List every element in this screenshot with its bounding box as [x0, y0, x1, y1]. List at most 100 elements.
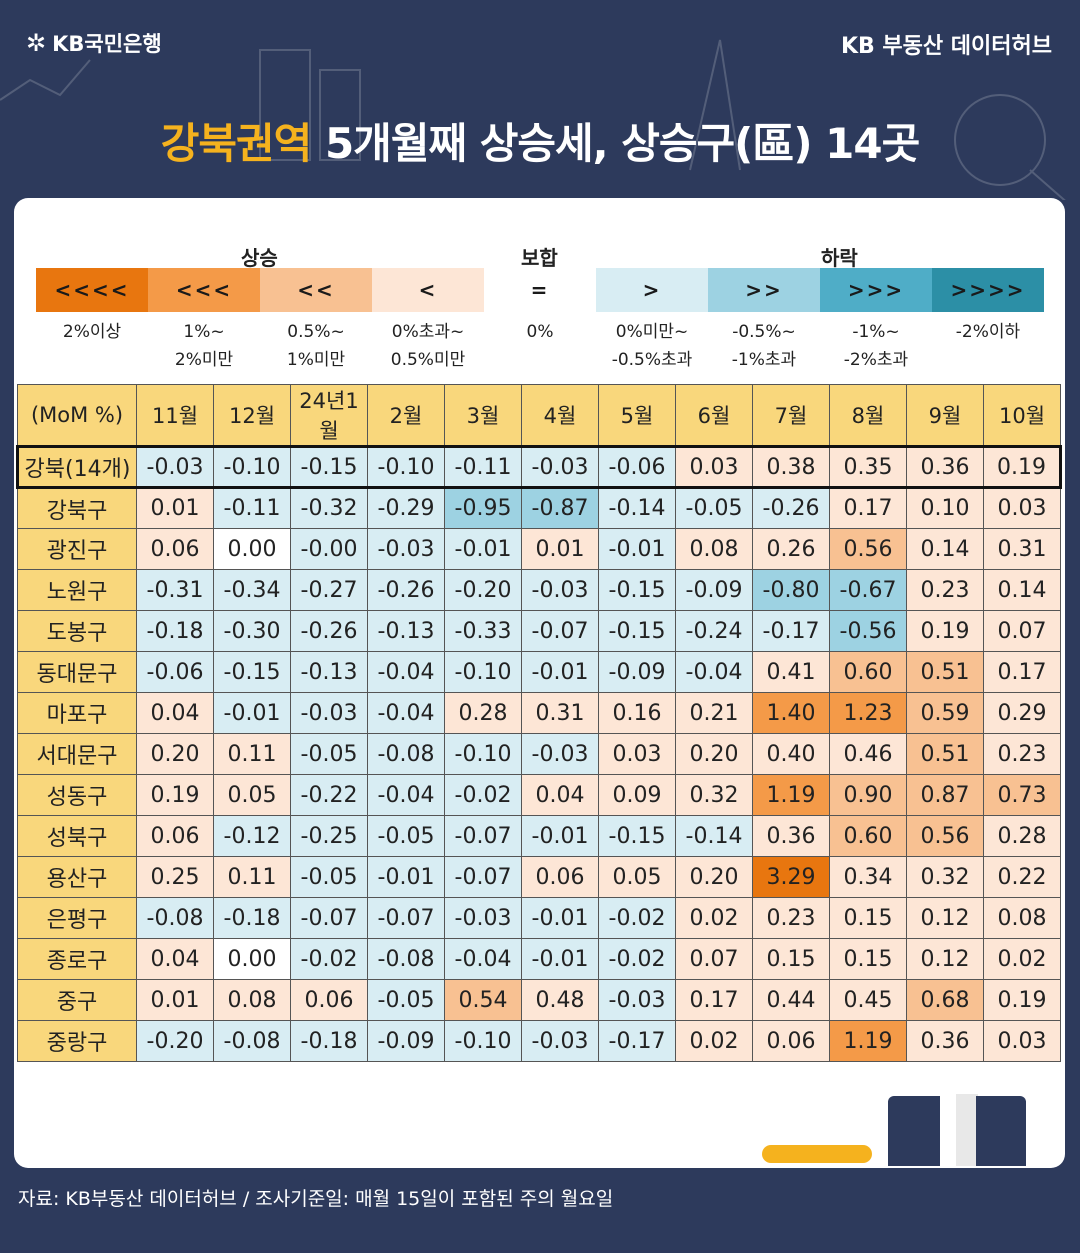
column-header: 8월: [829, 384, 907, 447]
value-cell: -0.07: [290, 897, 368, 939]
row-label: 종로구: [17, 938, 137, 980]
row-label: 강북(14개): [16, 445, 137, 489]
value-cell: -0.27: [290, 569, 368, 611]
value-cell: -0.01: [444, 528, 522, 570]
value-cell: 0.56: [906, 815, 984, 857]
value-cell: 0.19: [136, 774, 214, 816]
value-cell: 0.11: [213, 856, 291, 898]
brand-name: KB국민은행: [52, 32, 162, 56]
value-cell: 0.15: [752, 938, 830, 980]
value-cell: -0.04: [444, 938, 522, 980]
value-cell: 0.01: [521, 528, 599, 570]
value-cell: -0.13: [290, 651, 368, 693]
row-label: 광진구: [17, 528, 137, 570]
value-cell: 0.32: [675, 774, 753, 816]
value-cell: 0.03: [983, 1020, 1061, 1062]
column-header: 6월: [675, 384, 753, 447]
value-cell: 0.14: [983, 569, 1061, 611]
value-cell: -0.03: [521, 569, 599, 611]
value-cell: 0.25: [136, 856, 214, 898]
column-header: 5월: [598, 384, 676, 447]
value-cell: 0.46: [829, 733, 907, 775]
value-cell: -0.30: [213, 610, 291, 652]
value-cell: 0.09: [598, 774, 676, 816]
value-cell: 0.21: [675, 692, 753, 734]
value-cell: 0.38: [752, 445, 830, 489]
value-cell: -0.05: [675, 487, 753, 529]
column-header: 11월: [136, 384, 214, 447]
value-cell: 0.56: [829, 528, 907, 570]
legend-desc: 0.5%~ 1%미만: [286, 322, 346, 370]
value-cell: -0.95: [444, 487, 522, 529]
row-label: 강북구: [17, 487, 137, 529]
value-cell: -0.09: [598, 651, 676, 693]
value-cell: 1.19: [752, 774, 830, 816]
value-cell: -0.00: [290, 528, 368, 570]
value-cell: -0.17: [752, 610, 830, 652]
value-cell: -0.01: [367, 856, 445, 898]
value-cell: -0.03: [521, 1020, 599, 1062]
value-cell: -0.04: [367, 692, 445, 734]
row-label: 노원구: [17, 569, 137, 611]
value-cell: -0.03: [290, 692, 368, 734]
value-cell: 0.12: [906, 897, 984, 939]
value-cell: -0.05: [290, 856, 368, 898]
value-cell: 0.20: [675, 733, 753, 775]
value-cell: -0.20: [444, 569, 522, 611]
value-cell: -0.06: [598, 445, 676, 489]
value-cell: -0.07: [444, 856, 522, 898]
value-cell: 0.19: [983, 979, 1061, 1021]
value-cell: 0.23: [752, 897, 830, 939]
value-cell: -0.26: [290, 610, 368, 652]
legend-desc: -0.5%~ -1%초과: [731, 322, 797, 370]
value-cell: -0.31: [136, 569, 214, 611]
page-title: 강북권역 5개월째 상승세, 상승구(區) 14곳: [0, 110, 1080, 171]
value-cell: 0.26: [752, 528, 830, 570]
column-header: 7월: [752, 384, 830, 447]
value-cell: -0.09: [367, 1020, 445, 1062]
row-label: 성북구: [17, 815, 137, 857]
value-cell: 0.31: [521, 692, 599, 734]
value-cell: 0.29: [983, 692, 1061, 734]
value-cell: 0.87: [906, 774, 984, 816]
row-label: 용산구: [17, 856, 137, 898]
table-row: 성북구 0.06 -0.12 -0.25 -0.05 -0.07 -0.01 -0.15 -0.…: [17, 815, 1061, 857]
value-cell: 0.00: [213, 938, 291, 980]
value-cell: 0.73: [983, 774, 1061, 816]
value-cell: 0.15: [829, 938, 907, 980]
value-cell: 0.68: [906, 979, 984, 1021]
value-cell: -0.02: [598, 938, 676, 980]
title-highlight: 강북권역: [160, 119, 313, 168]
value-cell: 0.17: [829, 487, 907, 529]
value-cell: -0.56: [829, 610, 907, 652]
table-header-row: (MoM %) 11월 12월 24년1월 2월 3월 4월 5월 6월 7월 8월 9월 10월: [17, 384, 1061, 447]
value-cell: -0.67: [829, 569, 907, 611]
value-cell: 1.23: [829, 692, 907, 734]
value-cell: 0.28: [444, 692, 522, 734]
value-cell: -0.15: [598, 815, 676, 857]
value-cell: 0.08: [675, 528, 753, 570]
brand-logo: ✲ KB국민은행: [26, 28, 162, 58]
table-row: 마포구 0.04 -0.01 -0.03 -0.04 0.28 0.31 0.16 0.21 1.…: [17, 692, 1061, 734]
table-row: 용산구 0.25 0.11 -0.05 -0.01 -0.07 0.06 0.05 0.20 3.…: [17, 856, 1061, 898]
table-row: 중구 0.01 0.08 0.06 -0.05 0.54 0.48 -0.03 0.17 0.44…: [17, 979, 1061, 1021]
value-cell: -0.18: [136, 610, 214, 652]
value-cell: -0.05: [290, 733, 368, 775]
value-cell: 0.19: [983, 445, 1062, 489]
value-cell: 0.00: [213, 528, 291, 570]
value-cell: 0.03: [598, 733, 676, 775]
value-cell: 0.59: [906, 692, 984, 734]
column-header: 9월: [906, 384, 984, 447]
value-cell: -0.24: [675, 610, 753, 652]
value-cell: 0.11: [213, 733, 291, 775]
value-cell: -0.02: [290, 938, 368, 980]
value-cell: -0.02: [444, 774, 522, 816]
value-cell: -0.07: [367, 897, 445, 939]
value-cell: -0.03: [598, 979, 676, 1021]
table-row: 동대문구 -0.06 -0.15 -0.13 -0.04 -0.10 -0.01 -0.09-…: [17, 651, 1061, 693]
value-cell: 0.40: [752, 733, 830, 775]
value-cell: 0.04: [136, 938, 214, 980]
value-cell: 0.51: [906, 651, 984, 693]
value-cell: 0.23: [983, 733, 1061, 775]
value-cell: 0.16: [598, 692, 676, 734]
